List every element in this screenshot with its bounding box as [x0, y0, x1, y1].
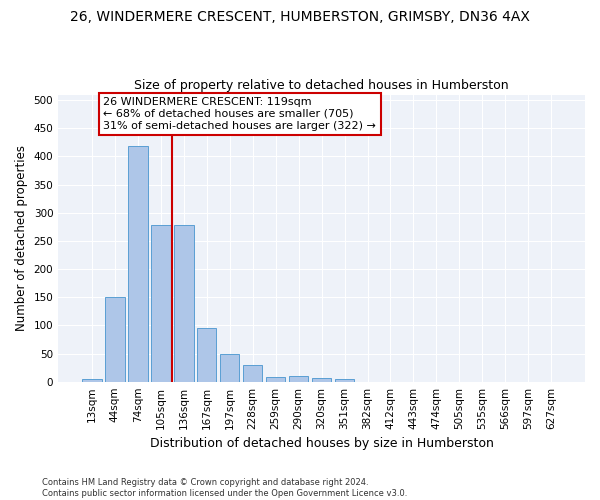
Text: Contains HM Land Registry data © Crown copyright and database right 2024.
Contai: Contains HM Land Registry data © Crown c… — [42, 478, 407, 498]
Bar — [289, 376, 308, 382]
Text: 26 WINDERMERE CRESCENT: 119sqm
← 68% of detached houses are smaller (705)
31% of: 26 WINDERMERE CRESCENT: 119sqm ← 68% of … — [103, 98, 376, 130]
Bar — [312, 378, 331, 382]
Title: Size of property relative to detached houses in Humberston: Size of property relative to detached ho… — [134, 79, 509, 92]
Bar — [128, 146, 148, 382]
Bar — [197, 328, 217, 382]
Bar — [266, 377, 286, 382]
X-axis label: Distribution of detached houses by size in Humberston: Distribution of detached houses by size … — [149, 437, 494, 450]
Bar — [82, 379, 101, 382]
Y-axis label: Number of detached properties: Number of detached properties — [15, 145, 28, 331]
Bar — [335, 379, 355, 382]
Bar — [105, 297, 125, 382]
Bar — [151, 225, 170, 382]
Text: 26, WINDERMERE CRESCENT, HUMBERSTON, GRIMSBY, DN36 4AX: 26, WINDERMERE CRESCENT, HUMBERSTON, GRI… — [70, 10, 530, 24]
Bar — [243, 365, 262, 382]
Bar — [174, 225, 194, 382]
Bar — [220, 354, 239, 382]
